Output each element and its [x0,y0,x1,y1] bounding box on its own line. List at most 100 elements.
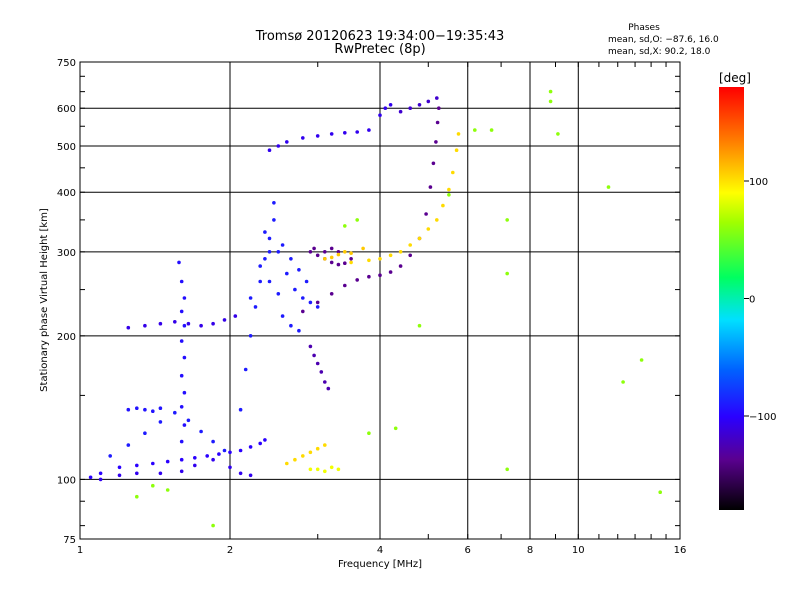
x-axis-label: Frequency [MHz] [338,559,422,570]
echo-point [199,323,203,328]
echo-point [238,448,243,453]
echo-point [179,309,184,314]
echo-point [98,477,103,482]
echo-point [222,318,227,322]
x-tick-label: 1 [77,545,83,556]
echo-point [398,250,403,254]
echo-point [143,323,147,328]
echo-point [621,380,625,384]
chart-subtitle: RwPretec (8p) [334,42,425,57]
echo-point [447,193,451,197]
echo-point [435,218,439,222]
y-tick-label: 200 [57,332,76,343]
echo-point [248,473,253,478]
y-tick-label: 400 [57,188,76,199]
echo-point [151,409,155,414]
echo-point [289,323,293,328]
echo-point [505,467,510,472]
echo-point [135,406,139,411]
echo-point [398,264,403,268]
phase-stats-x: mean, sd,X: 90.2, 18.0 [608,47,711,57]
echo-point [243,367,248,372]
echo-point [193,463,197,468]
echo-point [135,463,139,468]
echo-point [263,438,267,442]
echo-point [253,305,258,309]
echo-point [258,279,263,284]
echo-point [297,328,301,333]
echo-point [179,339,184,343]
echo-point [301,454,305,458]
echo-point [441,203,445,208]
echo-point [428,185,433,189]
echo-point [408,253,413,258]
echo-point [179,279,184,284]
echo-point [408,243,413,247]
echo-point [289,257,293,261]
colorbar-ticks: 100 0 −100 [744,177,776,423]
echo-point [505,271,510,276]
echo-point [238,407,243,412]
echo-point [349,260,353,265]
y-axis-label: Stationary phase Virtual Height [km] [39,208,50,392]
echo-point [367,128,371,132]
echo-point [186,321,191,326]
echo-point [315,361,320,366]
echo-point [276,250,281,254]
echo-point [293,457,297,462]
echo-point [505,218,510,222]
axis-ticks: 1 2 4 6 8 10 16 75 100 200 300 400 500 600 750 [57,58,686,556]
echo-point [126,443,131,447]
echo-point [329,292,334,296]
echo-point [349,257,353,261]
echo-point [186,418,191,423]
echo-point [349,251,353,255]
echo-point [158,420,163,424]
echo-point [158,321,163,326]
echo-point [297,268,301,272]
echo-point [489,128,494,132]
colorbar [719,87,744,510]
echo-point [367,431,371,436]
echo-point [323,257,327,261]
echo-point [272,218,276,222]
echo-point [426,227,431,231]
echo-point [165,459,170,464]
echo-point [408,106,413,110]
x-tick-label: 2 [227,545,233,556]
echo-point [329,260,334,265]
echo-point [205,454,209,458]
echo-point [233,314,238,318]
echo-point [308,250,313,254]
echo-point [217,452,221,456]
echo-point [308,300,313,305]
echo-point [329,132,334,136]
echo-point [383,106,388,110]
echo-point [315,134,320,138]
phase-stats-o: mean, sd,O: −87.6, 16.0 [608,35,719,45]
echo-point [336,252,341,257]
echo-point [285,271,289,276]
echo-point [267,236,272,241]
echo-point [179,457,184,462]
echo-point [323,443,327,447]
echo-point [135,471,139,476]
echo-point [285,461,289,466]
echo-point [301,296,305,300]
echo-point [182,323,187,328]
echo-point [548,99,553,104]
colorbar-tick-label: 100 [749,177,768,188]
echo-point [323,469,327,474]
colorbar-tick-label: −100 [749,412,776,423]
echo-point [435,96,439,100]
echo-point [361,246,365,251]
echo-point [228,450,232,455]
echo-point [222,448,227,453]
echo-point [355,278,360,282]
y-tick-label: 600 [57,104,76,115]
echo-point [556,132,560,136]
echo-point [301,309,305,314]
echo-point [258,441,263,446]
echo-point [329,246,334,251]
